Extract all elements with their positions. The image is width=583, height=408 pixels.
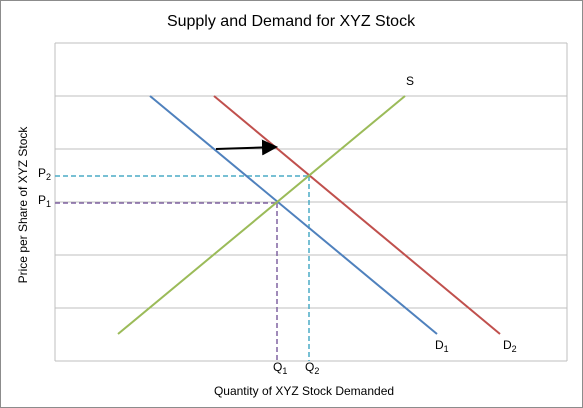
quantity-label-main: Q (273, 360, 282, 374)
shift-arrow (215, 139, 278, 156)
curve-label-main: D (435, 338, 444, 352)
quantity-label-sub: 2 (314, 366, 319, 376)
y-axis-label: Price per Share of XYZ Stock (16, 126, 30, 284)
curve-label: D2 (503, 338, 517, 354)
price-label-main: P (38, 193, 46, 207)
price-label: P2 (38, 166, 51, 182)
x-axis-label: Quantity of XYZ Stock Demanded (214, 384, 394, 398)
curve-label: S (406, 74, 414, 88)
price-label-sub: 1 (46, 199, 51, 209)
title: Supply and Demand for XYZ Stock (167, 13, 416, 30)
curve-label: D1 (435, 338, 449, 354)
price-label-main: P (38, 166, 46, 180)
demand-curve-1 (149, 95, 438, 335)
supply-curve (117, 95, 406, 335)
curve-label-sub: 2 (512, 344, 517, 354)
quantity-label-sub: 1 (282, 366, 287, 376)
quantity-label: Q2 (305, 360, 319, 376)
curve-label-main: D (503, 338, 512, 352)
quantity-label: Q1 (273, 360, 287, 376)
demand-curve-2 (213, 95, 501, 335)
curve-label-sub: 1 (444, 344, 449, 354)
quantity-label-main: Q (305, 360, 314, 374)
grid (54, 42, 568, 362)
price-label-sub: 2 (46, 172, 51, 182)
price-label: P1 (38, 193, 51, 209)
